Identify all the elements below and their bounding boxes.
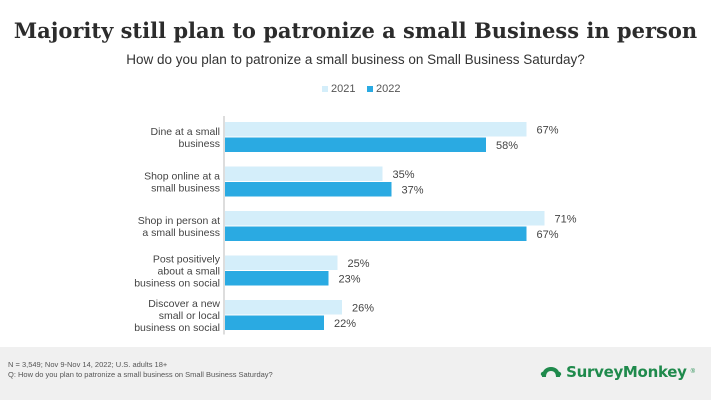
bar-2021-2 (225, 211, 545, 226)
category-label-4-2: business on social (134, 322, 220, 334)
bar-2022-0 (225, 137, 486, 152)
data-label-2021-1: 35% (393, 169, 415, 181)
brand-reg: ® (690, 369, 695, 375)
bar-2022-2 (225, 226, 527, 241)
sample-note: N = 3,549; Nov 9-Nov 14, 2022; U.S. adul… (8, 360, 168, 369)
category-label-3-0: Post positively (153, 254, 221, 266)
legend-label-2022: 2022 (376, 83, 400, 95)
bar-2021-4 (225, 300, 342, 315)
category-label-4-1: small or local (159, 310, 220, 322)
bar-2021-1 (225, 166, 383, 181)
chart-subtitle: How do you plan to patronize a small bus… (126, 52, 585, 67)
data-label-2022-3: 23% (339, 274, 361, 286)
category-label-1-0: Shop online at a (144, 171, 220, 183)
brand-name: SurveyMonkey (566, 363, 687, 381)
category-label-3-2: business on social (134, 278, 220, 290)
legend-swatch-2021 (322, 86, 328, 92)
data-label-2021-4: 26% (352, 303, 374, 315)
category-label-1-1: small business (151, 183, 220, 195)
chart-title: Majority still plan to patronize a small… (13, 18, 698, 43)
bar-2021-0 (225, 122, 527, 137)
data-label-2021-3: 25% (348, 258, 370, 270)
legend-swatch-2022 (367, 86, 373, 92)
data-label-2022-4: 22% (334, 318, 356, 330)
bar-2022-4 (225, 315, 324, 330)
category-label-4-0: Discover a new (148, 298, 220, 310)
category-label-3-1: about a small (158, 266, 220, 278)
data-label-2021-0: 67% (537, 125, 559, 137)
monkey-logo-icon (540, 367, 562, 377)
question-note: Q: How do you plan to patronize a small … (8, 370, 273, 379)
category-label-0-0: Dine at a small (151, 126, 220, 138)
legend-label-2021: 2021 (331, 83, 355, 95)
data-label-2022-2: 67% (537, 229, 559, 241)
category-label-0-1: business (179, 138, 220, 150)
data-label-2022-0: 58% (496, 140, 518, 152)
surveymonkey-logo[interactable]: SurveyMonkey ® (540, 363, 695, 381)
category-label-2-1: a small business (142, 227, 220, 239)
category-label-2-0: Shop in person at (138, 215, 220, 227)
bar-2021-3 (225, 255, 338, 270)
footer: N = 3,549; Nov 9-Nov 14, 2022; U.S. adul… (0, 347, 711, 400)
bar-2022-1 (225, 182, 392, 197)
data-label-2021-2: 71% (555, 214, 577, 226)
data-label-2022-1: 37% (402, 185, 424, 197)
bar-2022-3 (225, 271, 329, 286)
